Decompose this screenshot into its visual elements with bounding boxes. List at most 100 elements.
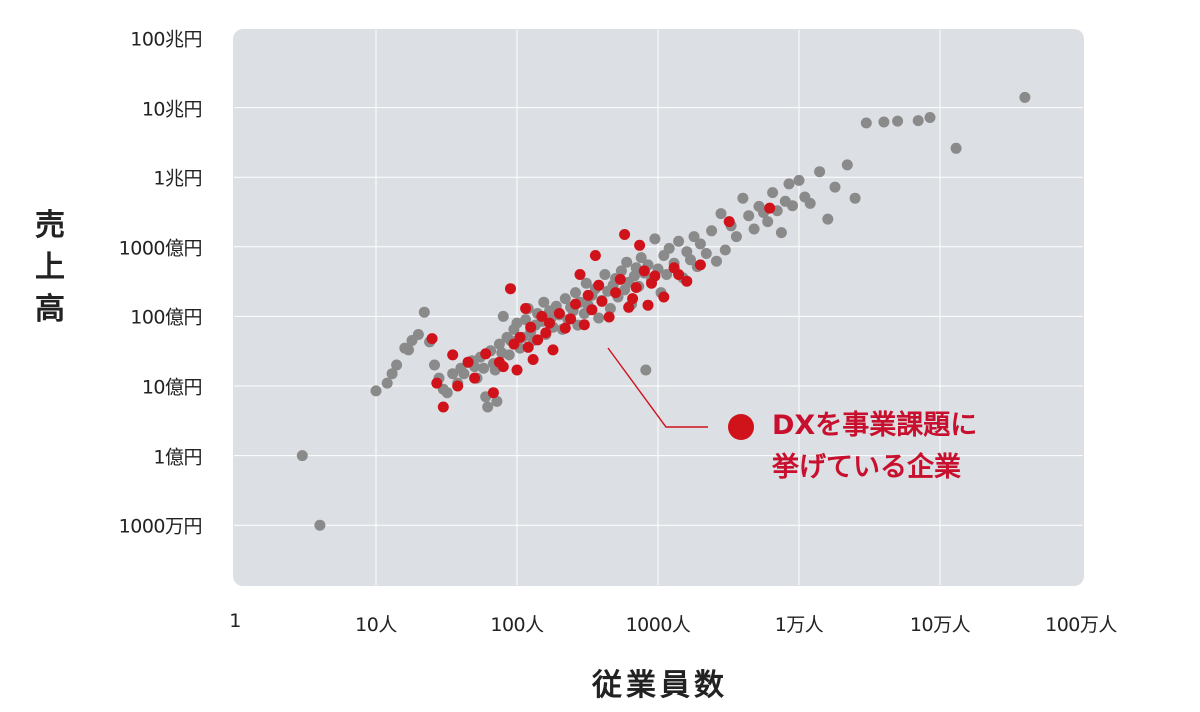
data-point [775,227,787,239]
data-point [418,306,430,318]
data-point [706,225,718,237]
data-point [822,213,834,225]
highlight-point [574,269,586,280]
highlight-point [505,283,516,295]
data-point [787,200,798,212]
data-point [559,293,571,305]
data-point [1019,91,1031,103]
highlight-point [589,250,601,261]
x-tick-label: 10万人 [909,614,971,636]
data-point [580,277,592,289]
data-point [370,385,382,397]
highlight-point [527,354,539,365]
data-point [296,450,308,462]
grid-lines [234,30,1083,585]
legend-marker [728,414,754,440]
highlight-point [469,372,481,384]
highlight-point [658,291,670,303]
annotation-leader-line [607,347,708,428]
highlight-point [586,304,598,316]
y-tick-label: 10億円 [141,376,203,399]
y-axis-label-char: 高 [35,292,65,327]
data-point [793,174,805,186]
highlight-point [520,303,532,314]
x-tick-label: 1 [229,610,241,632]
highlight-point [437,401,449,413]
highlight-point [547,344,559,356]
data-point [412,329,424,340]
data-point [748,223,760,235]
highlight-point [623,301,635,313]
data-point [673,235,685,247]
highlight-point [642,299,654,311]
data-point [497,310,509,322]
highlight-point [619,229,631,240]
highlight-point [649,270,661,282]
data-point [711,255,722,267]
data-point [663,242,675,254]
highlight-point [570,298,581,310]
highlight-point [480,348,492,360]
data-point [458,368,470,380]
data-point [503,349,515,361]
y-tick-label: 100億円 [130,306,202,329]
data-point [715,208,727,220]
data-point [441,387,453,399]
data-point [892,115,904,127]
data-point [635,252,647,264]
x-tick-label: 1万人 [774,614,824,636]
highlight-point [426,333,438,345]
data-point [511,317,523,329]
data-point [381,377,393,389]
highlight-point [694,259,706,271]
highlight-point [525,321,537,333]
y-tick-label: 10兆円 [141,98,203,121]
data-point [403,344,414,356]
y-axis-label: 売上高 [30,205,70,331]
data-point [593,312,605,324]
data-point [730,231,742,243]
x-tick-label: 100人 [490,614,544,636]
highlight-point [452,380,464,392]
data-point [640,364,652,376]
data-point [661,269,673,280]
x-tick-label: 10人 [355,614,397,636]
data-point [829,181,841,193]
data-point [841,159,853,171]
highlight-point [593,279,605,291]
series-highlight-points [426,202,776,413]
data-point [814,166,826,178]
highlight-point [431,377,443,389]
highlight-point [596,295,608,307]
data-point [482,401,494,413]
x-axis-label: 従業員数 [592,668,728,703]
data-point [478,362,490,374]
annotation-connector [607,347,708,428]
highlight-point [532,334,544,346]
highlight-point [627,293,639,305]
highlight-point [582,289,594,301]
y-axis-label-char: 売 [35,208,65,243]
data-point [615,265,627,277]
data-point [804,197,816,209]
data-point [391,359,403,371]
data-point [688,231,700,243]
data-point [493,338,505,350]
x-tick-label: 1000人 [625,614,691,636]
data-point [737,192,749,204]
y-tick-label: 100兆円 [130,28,202,51]
highlight-point [603,311,615,323]
data-point [849,192,861,204]
data-point [628,270,640,282]
highlight-point [559,322,571,334]
data-point [719,244,731,256]
highlight-point [540,327,552,339]
highlight-point [447,349,459,361]
data-point [700,248,712,259]
data-point [912,115,924,127]
highlight-point [723,216,735,228]
highlight-point [536,310,548,322]
legend-line-1: DXを事業課題に [772,410,978,441]
y-axis-label-char: 上 [35,250,65,285]
data-point [538,296,550,308]
